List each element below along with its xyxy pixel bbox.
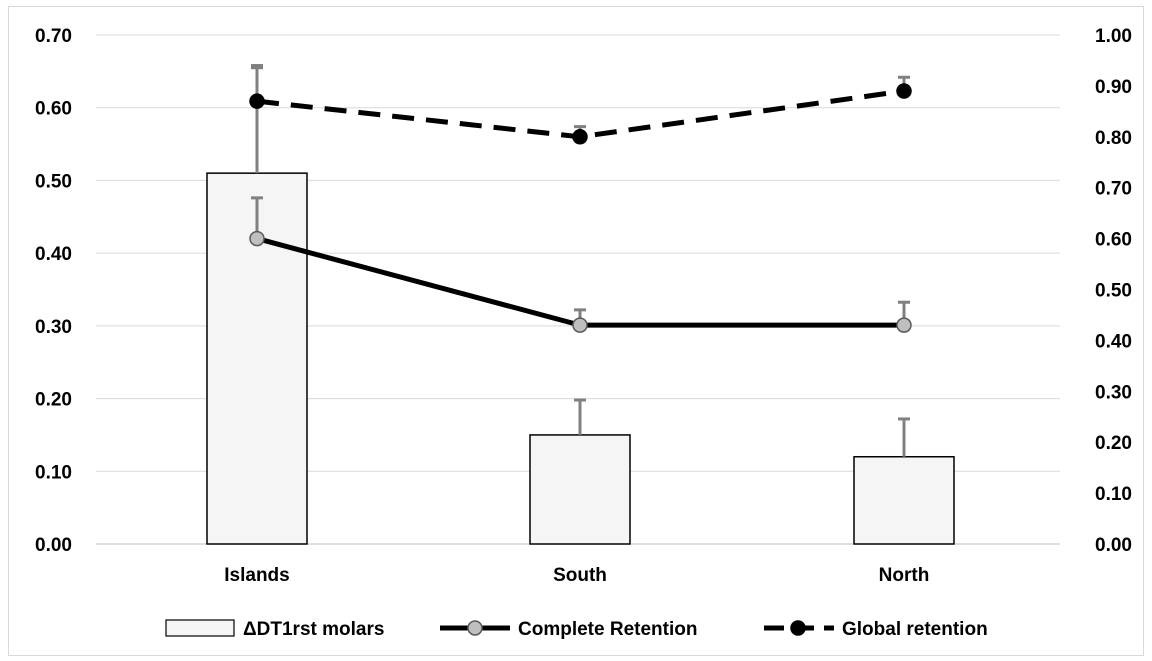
- right-axis-tick-label: 0.30: [1095, 382, 1132, 403]
- category-label: North: [879, 565, 930, 586]
- bar: [529, 434, 631, 545]
- left-axis-tick-label: 0.60: [35, 99, 72, 120]
- legend-label-bars: ΔDT1rst molars: [243, 619, 384, 640]
- right-axis-tick-label: 0.60: [1095, 230, 1132, 251]
- legend-label-global-retention: Global retention: [842, 619, 988, 640]
- legend-label-complete-retention: Complete Retention: [518, 619, 697, 640]
- left-axis-tick-label: 0.00: [35, 535, 72, 556]
- right-axis-tick-label: 0.10: [1095, 484, 1132, 505]
- right-axis-tick-label: 0.00: [1095, 535, 1132, 556]
- category-label: South: [553, 565, 607, 586]
- global-retention-marker: [249, 93, 265, 109]
- left-axis-tick-label: 0.70: [35, 26, 72, 47]
- right-axis-tick-label: 0.80: [1095, 128, 1132, 149]
- right-axis-tick-label: 0.90: [1095, 77, 1132, 98]
- left-axis-tick-label: 0.50: [35, 171, 72, 192]
- complete-retention-marker: [896, 317, 912, 333]
- left-axis-tick-label: 0.30: [35, 317, 72, 338]
- complete-retention-marker: [572, 317, 588, 333]
- legend-swatch-marker-complete: [467, 620, 483, 636]
- global-retention-marker: [896, 83, 912, 99]
- global-retention-marker: [572, 129, 588, 145]
- legend-item-global-retention: Global retention: [764, 619, 988, 640]
- left-axis-tick-label: 0.20: [35, 390, 72, 411]
- right-axis-tick-label: 1.00: [1095, 26, 1132, 47]
- right-axis-tick-label: 0.20: [1095, 433, 1132, 454]
- legend-swatch-bars: [165, 619, 235, 637]
- category-label: Islands: [224, 565, 289, 586]
- legend-swatch-marker-global: [790, 620, 806, 636]
- right-axis-tick-label: 0.50: [1095, 281, 1132, 302]
- legend-item-complete-retention: Complete Retention: [440, 619, 697, 640]
- lines-layer: [249, 64, 912, 333]
- left-axis-tick-label: 0.40: [35, 244, 72, 265]
- legend: ΔDT1rst molars Complete Retention Global…: [165, 619, 988, 640]
- axis-labels-layer: 0.00 0.10 0.20 0.30 0.40 0.50 0.60 0.70 0.00 0.10…: [35, 26, 1132, 586]
- left-axis-tick-label: 0.10: [35, 462, 72, 483]
- bar: [853, 455, 955, 545]
- legend-item-bars: ΔDT1rst molars: [165, 619, 384, 640]
- right-axis-tick-label: 0.70: [1095, 179, 1132, 200]
- right-axis-tick-label: 0.40: [1095, 331, 1132, 352]
- complete-retention-marker: [249, 230, 265, 247]
